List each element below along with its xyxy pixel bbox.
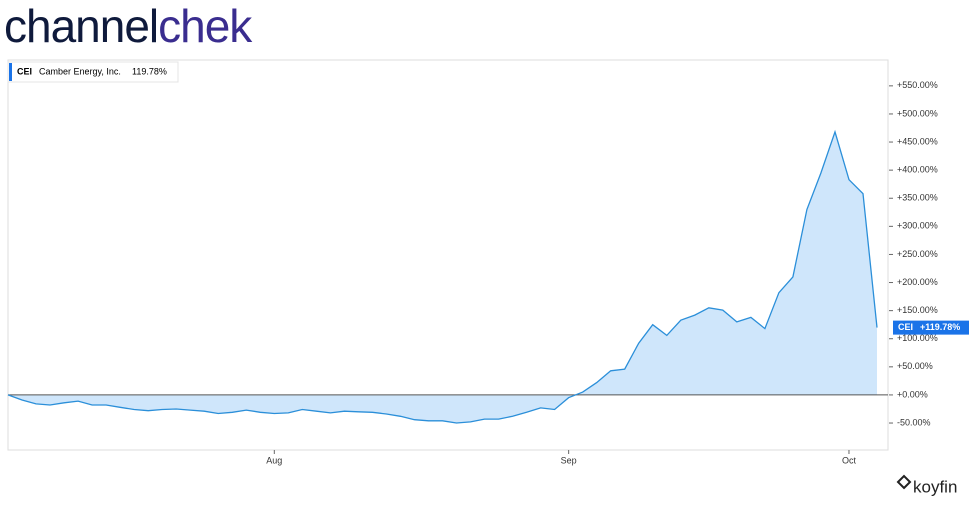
legend-box (7, 61, 179, 83)
legend-value: 119.78% (132, 66, 167, 76)
y-tick-label: +300.00% (897, 221, 938, 231)
brand-part: channel (4, 0, 158, 52)
y-tick-label: +0.00% (897, 389, 928, 399)
y-tick-label: +550.00% (897, 80, 938, 90)
series-line (7, 129, 878, 424)
x-tick-label: Oct (842, 455, 857, 465)
y-tick-label: +100.00% (897, 333, 938, 343)
x-tick-label: Sep (561, 455, 577, 465)
y-tick-label: +400.00% (897, 165, 938, 175)
y-tick-label: +350.00% (897, 193, 938, 203)
last-tag-value: +119.78% (920, 322, 960, 332)
provider-icon (896, 474, 912, 490)
y-tick-label: +200.00% (897, 277, 938, 287)
y-tick-label: +500.00% (897, 108, 938, 118)
legend-swatch (9, 63, 12, 81)
brand-part: chek (158, 0, 253, 52)
provider-logo: koyfin (896, 474, 957, 496)
y-tick-label: -50.00% (897, 417, 931, 427)
plot-frame (7, 59, 889, 451)
y-tick-label: +250.00% (897, 249, 938, 259)
area-fill (8, 131, 877, 423)
last-value-tag (893, 320, 969, 335)
x-tick-label: Aug (266, 455, 282, 465)
legend-ticker: CEI (17, 66, 32, 76)
last-tag-ticker: CEI (898, 322, 913, 332)
brand: channelchek (4, 0, 253, 52)
y-tick-label: +450.00% (897, 136, 938, 146)
legend-name: Camber Energy, Inc. (39, 66, 121, 76)
y-tick-label: +50.00% (897, 361, 933, 371)
y-tick-label: +150.00% (897, 305, 938, 315)
provider-name: koyfin (913, 477, 957, 496)
